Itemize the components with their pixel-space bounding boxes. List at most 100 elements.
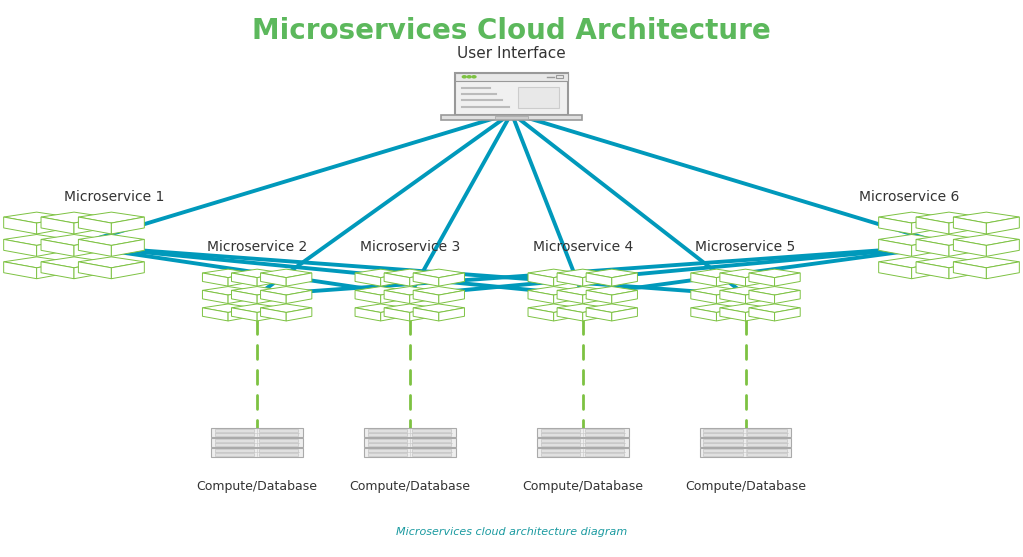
Polygon shape [261, 290, 286, 304]
Polygon shape [439, 290, 464, 304]
FancyBboxPatch shape [537, 448, 628, 457]
Polygon shape [355, 273, 381, 286]
Polygon shape [37, 240, 70, 256]
Polygon shape [528, 308, 553, 321]
FancyBboxPatch shape [519, 87, 559, 108]
FancyBboxPatch shape [748, 439, 787, 442]
Text: Microservice 4: Microservice 4 [533, 240, 633, 253]
Polygon shape [74, 217, 107, 234]
Polygon shape [720, 290, 746, 304]
Polygon shape [986, 240, 1019, 256]
Polygon shape [528, 273, 553, 286]
Polygon shape [916, 262, 949, 278]
Polygon shape [257, 290, 282, 304]
Polygon shape [261, 269, 312, 277]
Text: User Interface: User Interface [457, 46, 566, 61]
Polygon shape [558, 269, 609, 277]
FancyBboxPatch shape [411, 429, 451, 432]
Polygon shape [355, 308, 381, 321]
FancyBboxPatch shape [411, 443, 451, 446]
Polygon shape [528, 286, 579, 295]
Polygon shape [228, 273, 254, 286]
FancyBboxPatch shape [540, 433, 580, 436]
Polygon shape [231, 304, 282, 312]
Polygon shape [79, 212, 144, 223]
Text: Compute/Database: Compute/Database [349, 480, 471, 493]
FancyBboxPatch shape [212, 428, 303, 437]
Polygon shape [4, 212, 70, 223]
Polygon shape [384, 286, 436, 295]
Polygon shape [558, 304, 609, 312]
FancyBboxPatch shape [455, 73, 568, 81]
Polygon shape [286, 308, 312, 321]
Polygon shape [949, 240, 982, 256]
FancyBboxPatch shape [215, 443, 255, 446]
Polygon shape [716, 290, 742, 304]
Polygon shape [231, 273, 257, 286]
Polygon shape [439, 308, 464, 321]
Polygon shape [986, 262, 1019, 278]
Polygon shape [879, 240, 911, 256]
Polygon shape [410, 290, 436, 304]
Text: Microservice 2: Microservice 2 [207, 240, 307, 253]
FancyBboxPatch shape [748, 449, 787, 452]
Polygon shape [112, 217, 144, 234]
Polygon shape [74, 240, 107, 256]
FancyBboxPatch shape [584, 433, 624, 436]
Polygon shape [231, 286, 282, 295]
FancyBboxPatch shape [700, 448, 792, 457]
Polygon shape [381, 290, 406, 304]
FancyBboxPatch shape [259, 453, 299, 456]
Polygon shape [79, 234, 144, 246]
Polygon shape [774, 308, 800, 321]
Polygon shape [528, 290, 553, 304]
Polygon shape [949, 262, 982, 278]
Polygon shape [558, 273, 583, 286]
Polygon shape [528, 304, 579, 312]
Polygon shape [953, 217, 986, 234]
FancyBboxPatch shape [364, 438, 455, 447]
Polygon shape [74, 262, 107, 278]
FancyBboxPatch shape [215, 439, 255, 442]
Polygon shape [879, 262, 911, 278]
Polygon shape [41, 212, 107, 223]
Polygon shape [586, 290, 612, 304]
Polygon shape [746, 290, 771, 304]
FancyBboxPatch shape [584, 439, 624, 442]
Polygon shape [911, 240, 944, 256]
Polygon shape [355, 304, 406, 312]
Polygon shape [720, 308, 746, 321]
Polygon shape [553, 308, 579, 321]
Polygon shape [4, 240, 37, 256]
Polygon shape [261, 286, 312, 295]
Polygon shape [586, 269, 637, 277]
FancyBboxPatch shape [215, 449, 255, 452]
Polygon shape [916, 240, 949, 256]
FancyBboxPatch shape [367, 433, 407, 436]
FancyBboxPatch shape [411, 453, 451, 456]
FancyBboxPatch shape [704, 439, 743, 442]
Polygon shape [41, 262, 74, 278]
Polygon shape [355, 269, 406, 277]
Polygon shape [720, 304, 771, 312]
FancyBboxPatch shape [700, 428, 792, 437]
FancyBboxPatch shape [364, 448, 455, 457]
FancyBboxPatch shape [212, 438, 303, 447]
Polygon shape [953, 262, 986, 278]
Polygon shape [79, 217, 112, 234]
FancyBboxPatch shape [584, 453, 624, 456]
Polygon shape [916, 212, 982, 223]
Polygon shape [4, 217, 37, 234]
Polygon shape [916, 257, 982, 268]
Polygon shape [203, 286, 254, 295]
Polygon shape [381, 273, 406, 286]
FancyBboxPatch shape [411, 433, 451, 436]
Text: Microservice 1: Microservice 1 [63, 190, 165, 204]
Polygon shape [41, 234, 107, 246]
FancyBboxPatch shape [367, 439, 407, 442]
Polygon shape [112, 240, 144, 256]
Polygon shape [37, 217, 70, 234]
Polygon shape [79, 240, 112, 256]
Text: Microservice 3: Microservice 3 [360, 240, 460, 253]
FancyBboxPatch shape [537, 428, 628, 437]
